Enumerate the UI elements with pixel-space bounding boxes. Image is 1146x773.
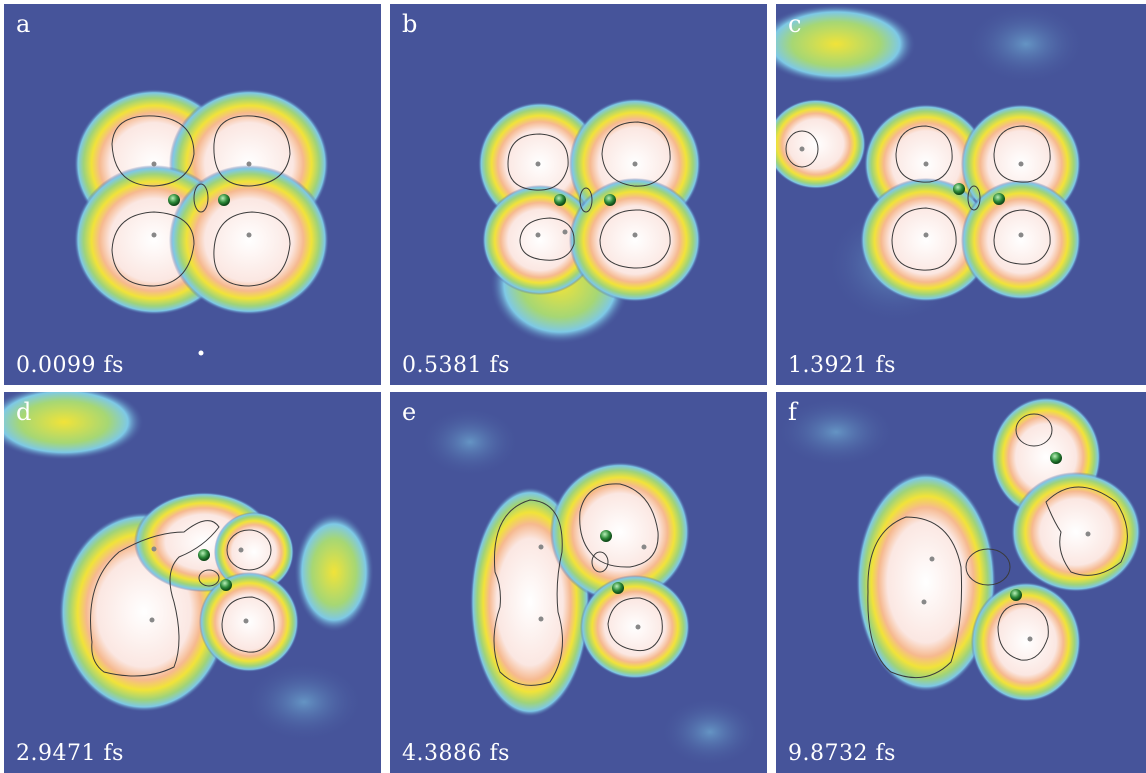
atoms-b [535, 161, 638, 238]
density-plot-a [74, 89, 329, 356]
panel-a: a 0.0099 fs [4, 4, 381, 385]
panel-label: e [402, 398, 417, 426]
panel-label: d [16, 398, 32, 426]
panel-label: a [16, 10, 31, 38]
density-plot-e [420, 407, 760, 767]
panel-label: c [788, 10, 802, 38]
density-plot-c [776, 4, 1086, 324]
panel-e: e 4.3886 fs [390, 392, 767, 773]
density-lobes-c [776, 4, 1086, 324]
atoms-e [538, 530, 647, 630]
time-label: 1.3921 fs [788, 353, 896, 378]
panel-b: b 0.5381 fs [390, 4, 767, 385]
atoms-c [799, 146, 1024, 238]
density-lobes-d [4, 392, 374, 742]
time-label: 9.8732 fs [788, 741, 896, 766]
panel-label: f [788, 398, 797, 426]
contours-e [493, 483, 663, 686]
atoms-d [149, 546, 249, 624]
contours-c [785, 125, 1051, 271]
contours-f [867, 413, 1128, 679]
density-plot-d [4, 392, 374, 742]
density-lobes-e [420, 407, 760, 767]
time-label: 0.5381 fs [402, 353, 510, 378]
atoms-f [921, 452, 1091, 642]
contours-a [111, 115, 291, 287]
panel-c: c 1.3921 fs [776, 4, 1146, 385]
density-lobes-a [74, 89, 329, 315]
atoms-a [151, 161, 252, 356]
panel-label: b [402, 10, 418, 38]
panel-d: d 2.9471 fs [4, 392, 381, 773]
density-plot-b [478, 98, 701, 344]
panel-f: f 9.8732 fs [776, 392, 1146, 773]
time-label: 2.9471 fs [16, 741, 124, 766]
density-plot-f [776, 397, 1141, 702]
density-lobes-b [478, 98, 701, 344]
contours-b [507, 121, 671, 269]
time-label: 0.0099 fs [16, 353, 124, 378]
time-label: 4.3886 fs [402, 741, 510, 766]
contours-d [90, 520, 275, 677]
density-lobes-f [776, 397, 1141, 702]
